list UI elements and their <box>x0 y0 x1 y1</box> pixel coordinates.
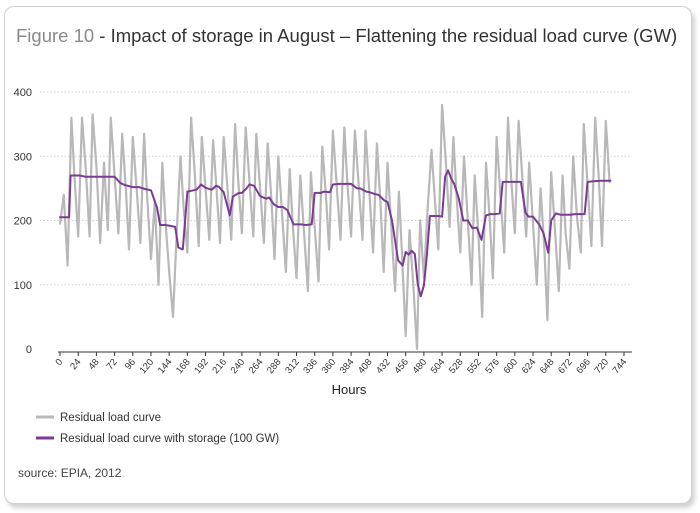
x-tick-label: 168 <box>174 357 193 376</box>
y-tick-label: 200 <box>14 216 32 228</box>
x-tick-label: 0 <box>53 357 65 368</box>
legend: Residual load curve Residual load curve … <box>36 412 279 445</box>
x-axis-tick-labels: 0 24 48 72 96 120 144 168 192 216 240 264 288 312 336 3… <box>53 357 629 376</box>
source-note: source: EPIA, 2012 <box>18 466 121 480</box>
x-axis-label: Hours <box>332 382 367 397</box>
x-tick-label: 720 <box>592 357 611 376</box>
x-tick-label: 24 <box>68 357 83 372</box>
legend-label-residual: Residual load curve <box>60 412 161 424</box>
x-tick-label: 144 <box>156 357 175 376</box>
y-tick-label: 300 <box>14 151 32 163</box>
y-tick-label: 400 <box>14 87 32 99</box>
x-tick-label: 408 <box>356 357 375 376</box>
x-tick-label: 648 <box>538 357 557 376</box>
x-tick-label: 480 <box>411 357 430 376</box>
x-tick-label: 240 <box>229 357 248 376</box>
legend-label-storage: Residual load curve with storage (100 GW… <box>60 433 279 445</box>
x-tick-label: 120 <box>138 357 157 376</box>
source-text: EPIA, 2012 <box>57 466 122 480</box>
x-tick-label: 576 <box>483 357 502 376</box>
x-axis-ticks <box>59 352 625 356</box>
x-tick-label: 696 <box>574 357 593 376</box>
chart-series <box>58 103 612 351</box>
y-tick-label: 0 <box>26 344 32 356</box>
x-tick-label: 672 <box>556 357 575 376</box>
x-tick-label: 360 <box>320 357 339 376</box>
figure-title-text: - Impact of storage in August – Flatteni… <box>94 25 678 46</box>
x-tick-label: 192 <box>192 357 211 376</box>
x-tick-label: 312 <box>283 357 302 376</box>
y-tick-label: 100 <box>14 280 32 292</box>
y-axis-tick-labels: 0 100 200 300 400 <box>14 87 32 356</box>
x-tick-label: 456 <box>392 357 411 376</box>
x-tick-label: 552 <box>465 357 484 376</box>
x-tick-label: 96 <box>123 357 138 372</box>
figure-label: Figure 10 <box>16 25 95 46</box>
x-tick-label: 528 <box>447 357 466 376</box>
x-tick-label: 624 <box>520 357 539 376</box>
x-tick-label: 504 <box>429 357 448 376</box>
series-line-residual <box>58 103 611 351</box>
figure-card <box>4 6 692 504</box>
x-tick-label: 48 <box>86 357 101 372</box>
x-tick-label: 336 <box>301 357 320 376</box>
series-line-storage <box>59 169 612 298</box>
x-tick-label: 288 <box>265 357 284 376</box>
x-tick-label: 384 <box>338 357 357 376</box>
figure-title: Figure 10 - Impact of storage in August … <box>16 25 677 47</box>
source-prefix: source: <box>18 466 58 480</box>
x-tick-label: 600 <box>502 357 521 376</box>
x-tick-label: 216 <box>210 357 229 376</box>
x-tick-label: 264 <box>247 357 266 376</box>
x-tick-label: 744 <box>611 357 630 376</box>
x-tick-label: 432 <box>374 357 393 376</box>
x-tick-label: 72 <box>105 357 120 372</box>
